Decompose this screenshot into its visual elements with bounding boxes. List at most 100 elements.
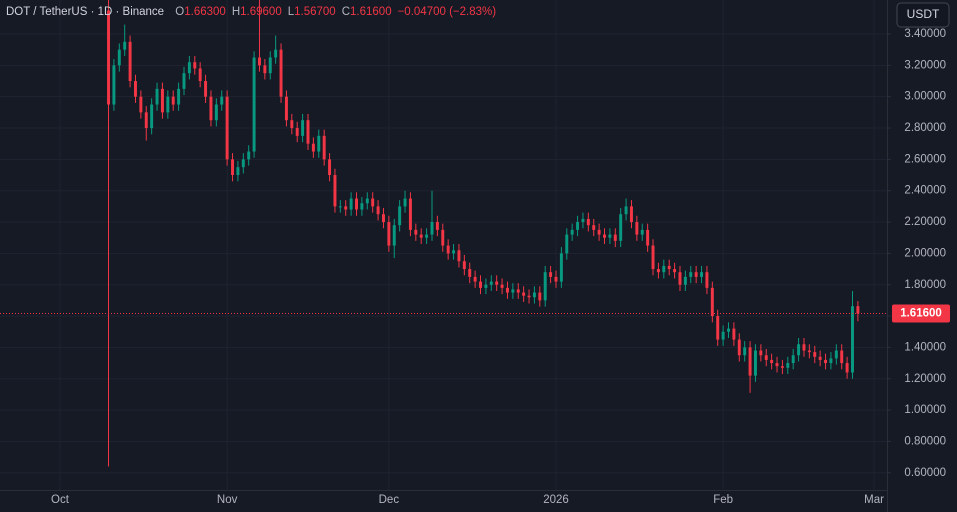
candle-body (193, 62, 197, 69)
candle-body (365, 198, 369, 204)
candle-body (775, 363, 779, 367)
candle-body (333, 175, 337, 207)
x-tick-label: Oct (51, 494, 70, 506)
candle-body (613, 234, 617, 241)
candle-body (759, 350, 763, 356)
candle-body (220, 96, 224, 105)
candle-body (705, 272, 709, 288)
candle-body (209, 96, 213, 121)
candle-body (511, 289, 515, 293)
candle-body (301, 120, 305, 136)
candle-body (355, 198, 358, 210)
y-tick-label: 2.80000 (904, 122, 946, 134)
candle-body (700, 272, 704, 277)
ohlc-key: L (288, 6, 295, 18)
candle-body (807, 350, 811, 353)
candle-body (268, 57, 272, 74)
ohlc-key: C (342, 6, 350, 18)
candle-body (484, 284, 488, 288)
candle-body (473, 276, 477, 282)
candle-body (457, 250, 461, 262)
candle-body (107, 10, 111, 105)
ohlc-key: H (232, 6, 240, 18)
candle-body (349, 198, 353, 210)
candle-body (139, 96, 143, 113)
candle-body (479, 281, 482, 288)
candle-body (656, 269, 660, 273)
ohlc-value: 1.66300 (184, 6, 226, 18)
candle-body (322, 135, 326, 160)
y-tick-label: 3.00000 (904, 91, 946, 103)
candle-body (505, 287, 509, 293)
candle-body (840, 350, 844, 364)
candle-body (371, 198, 375, 207)
candle-body (770, 359, 774, 364)
x-tick-label: Nov (217, 494, 238, 506)
candle-body (187, 62, 191, 74)
candle-body (403, 198, 407, 207)
candle-body (683, 276, 687, 285)
candle-body (791, 355, 795, 364)
candle-body (673, 269, 677, 273)
candle-body (651, 245, 655, 270)
candle-body (112, 65, 116, 105)
candle-body (748, 347, 752, 376)
candle-body (468, 269, 472, 277)
candle-body (818, 356, 822, 360)
candle-body (667, 265, 671, 270)
candle-body (284, 96, 288, 121)
candle-body (241, 159, 245, 168)
candle-body (263, 65, 267, 74)
y-tick-label: 2.40000 (904, 185, 946, 197)
candle-body (150, 104, 154, 129)
candle-body (743, 347, 747, 356)
candle-body (764, 355, 768, 360)
candle-body (856, 306, 860, 314)
candle-body (780, 366, 784, 368)
y-tick-label: 1.40000 (904, 341, 946, 353)
candle-body (559, 253, 563, 282)
candle-body (204, 81, 208, 97)
candle-body (290, 120, 294, 129)
change: −0.04700 (−2.83%) (398, 6, 497, 18)
candle-body (710, 287, 714, 317)
currency-button-label[interactable]: USDT (907, 7, 940, 21)
candle-body (452, 250, 456, 254)
candle-body (565, 234, 569, 254)
candle-body (133, 81, 137, 97)
candle-body (171, 96, 175, 105)
y-tick-label: 3.20000 (904, 59, 946, 71)
candle-body (608, 234, 612, 238)
candle-body (716, 316, 720, 340)
candle-body (538, 292, 542, 301)
candle-body (441, 229, 445, 246)
candle-body (376, 206, 380, 215)
x-tick-label: Dec (379, 494, 400, 506)
candle-body (737, 339, 741, 356)
y-tick-label: 2.00000 (904, 247, 946, 259)
legend-header: DOT / TetherUS · 1D · Binance O1.66300 H1… (6, 6, 496, 18)
candle-body (446, 245, 450, 254)
currency-button[interactable] (896, 2, 950, 28)
y-tick-label: 0.60000 (904, 467, 946, 479)
candle-body (155, 88, 159, 105)
candle-body (317, 135, 321, 152)
candle-body (635, 222, 639, 235)
ohlc-value: 1.56700 (294, 6, 336, 18)
candle-body (845, 363, 849, 373)
candle-body (214, 104, 218, 121)
candle-body (128, 41, 132, 82)
candle-body (392, 225, 396, 246)
candle-body (581, 218, 585, 223)
candle-body (500, 284, 504, 288)
candle-body (549, 272, 553, 277)
candle-body (247, 151, 251, 160)
candle-body (646, 229, 650, 246)
candle-body (786, 363, 790, 368)
candle-body (802, 344, 806, 351)
candle-body (435, 222, 439, 230)
candle-body (797, 344, 801, 356)
candle-body (198, 68, 202, 82)
candle-body (225, 96, 229, 160)
